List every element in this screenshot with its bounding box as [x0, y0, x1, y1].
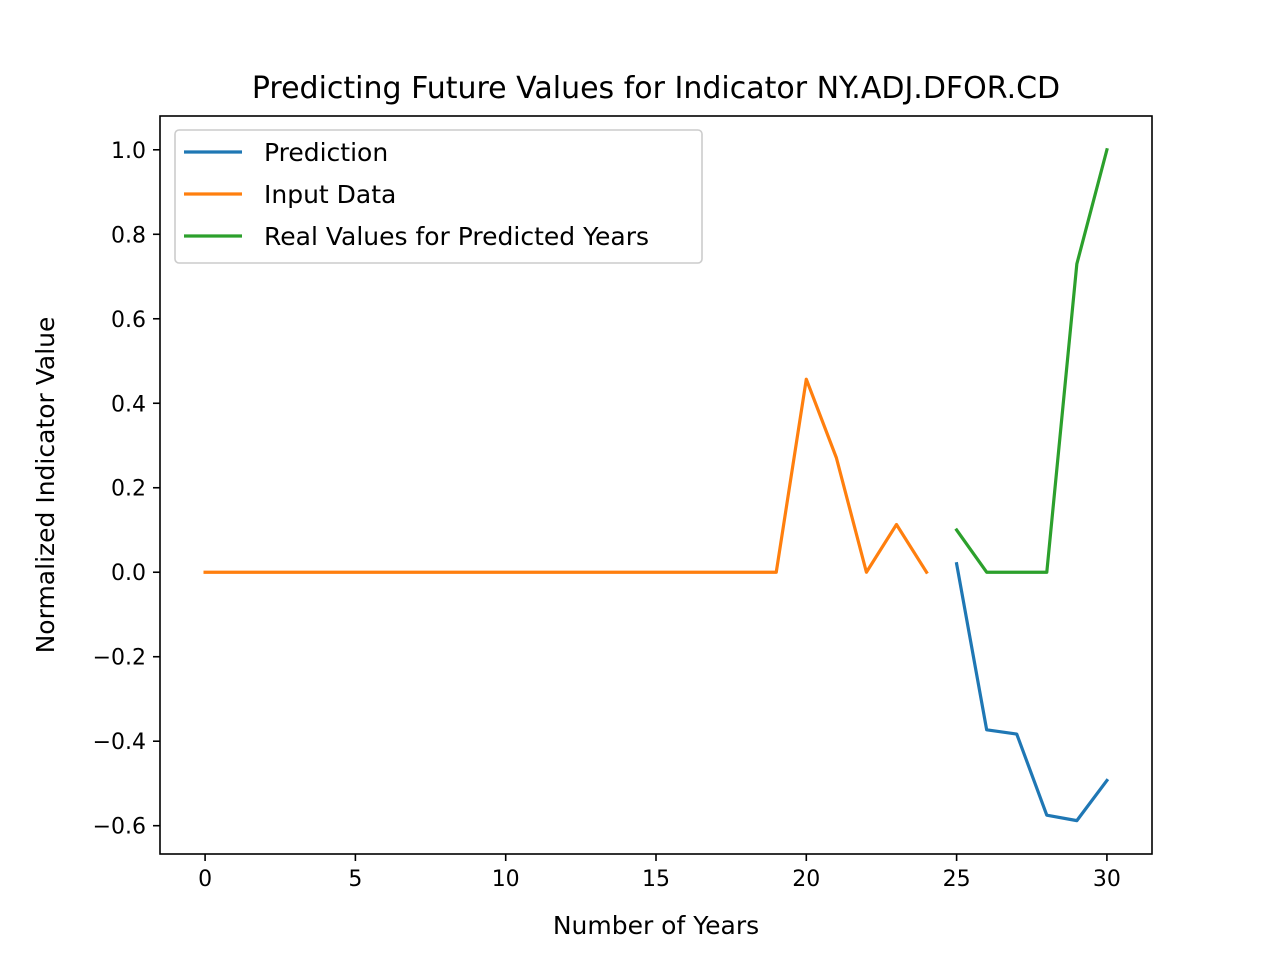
legend-label-1: Input Data	[264, 180, 396, 209]
legend-label-2: Real Values for Predicted Years	[264, 222, 649, 251]
legend: Prediction Input Data Real Values for Pred…	[174, 129, 703, 264]
x-tick-label: 5	[348, 867, 362, 892]
y-tick-label: −0.4	[93, 730, 146, 755]
series-layer	[203, 147, 1110, 823]
y-tick-label: 0.8	[111, 223, 146, 248]
y-tick-label: 0.4	[111, 392, 146, 417]
y-tick-label: 0.2	[111, 477, 146, 502]
x-tick-label: 15	[642, 867, 670, 892]
x-tick-label: 0	[198, 867, 212, 892]
legend-label-0: Prediction	[264, 138, 388, 167]
y-tick-label: −0.6	[93, 815, 146, 840]
y-axis-label: Normalized Indicator Value	[31, 317, 60, 654]
x-tick-label: 10	[492, 867, 520, 892]
x-tick-label: 25	[943, 867, 971, 892]
legend-box	[174, 129, 703, 264]
chart-title: Predicting Future Values for Indicator N…	[252, 71, 1060, 106]
x-axis-ticks: 0 5 10 15 20 25 30	[198, 854, 1121, 892]
series-line-1	[203, 377, 929, 575]
x-tick-label: 20	[792, 867, 820, 892]
x-tick-label: 30	[1093, 867, 1121, 892]
y-tick-label: −0.2	[93, 646, 146, 671]
series-line-0	[954, 561, 1110, 823]
y-axis-ticks: 1.0 0.8 0.6 0.4 0.2 0.0 −0.2 −0.4 −0.6	[93, 139, 160, 840]
y-tick-label: 0.0	[111, 561, 146, 586]
y-tick-label: 0.6	[111, 308, 146, 333]
series-line-2	[954, 147, 1109, 574]
x-axis-label: Number of Years	[553, 911, 759, 940]
y-tick-label: 1.0	[111, 139, 146, 164]
